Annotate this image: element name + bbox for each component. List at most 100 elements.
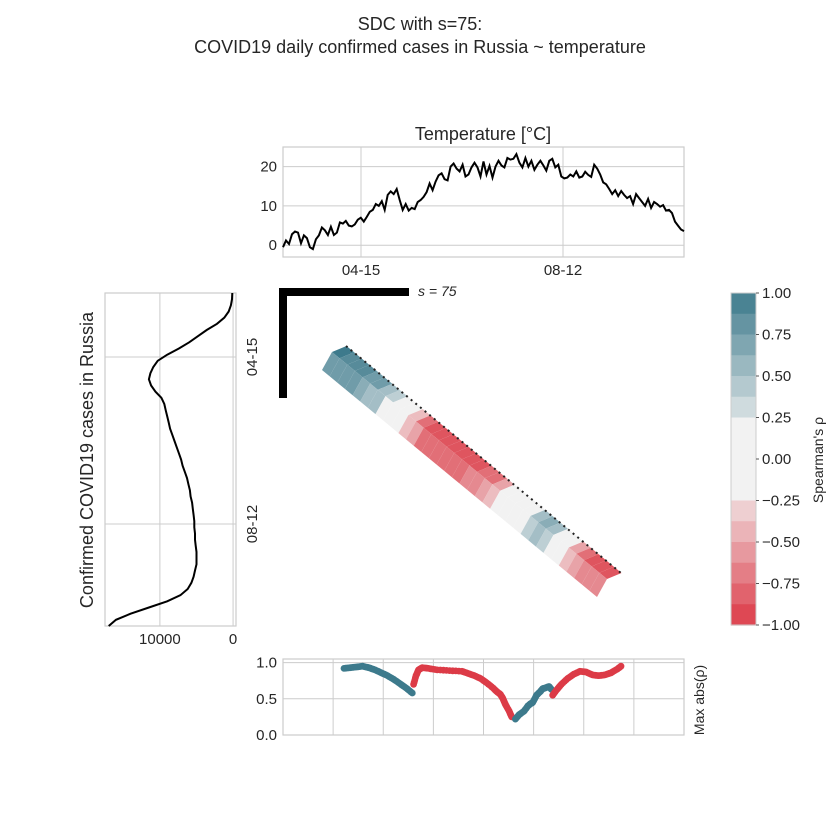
heatmap-cell <box>482 484 501 509</box>
window-size-bar-vertical <box>279 288 287 398</box>
colorbar-segment <box>731 376 756 398</box>
maxrho-y-tick-label: 0.0 <box>256 727 277 744</box>
heatmap-cell <box>535 528 554 553</box>
cases-x-tick-label: 0 <box>229 631 237 648</box>
heatmap-cell <box>545 522 568 535</box>
heatmap-cell <box>576 547 599 561</box>
cases-axis-label: Confirmed COVID19 cases in Russia <box>77 311 97 608</box>
colorbar-segment <box>731 479 756 502</box>
colorbar-tick-label: −0.75 <box>762 576 800 593</box>
heatmap-cell <box>416 415 439 428</box>
heatmap-cell <box>337 364 355 389</box>
temp-y-tick-label: 10 <box>260 198 277 215</box>
cases-y-tick-label: 08-12 <box>244 505 261 543</box>
figure-title-line1: SDC with s=75: <box>358 14 483 34</box>
cases-frame <box>104 292 237 627</box>
heatmap-cell <box>461 453 484 466</box>
heatmap-cell <box>360 383 378 408</box>
heatmap-cell <box>444 452 462 478</box>
heatmap-panel: s = 75 <box>279 283 622 597</box>
colorbar: Spearman's ρ 1.00 0.75 0.50 0.25 0.00 −0.25 −0… <box>730 285 826 634</box>
colorbar-segment <box>731 293 756 315</box>
heatmap-cell <box>497 497 516 522</box>
colorbar-tick-label: 0.25 <box>762 410 791 427</box>
heatmap-cell <box>553 528 576 542</box>
maxrho-frame <box>282 658 685 736</box>
temperature-title: Temperature [°C] <box>415 124 551 144</box>
colorbar-segment <box>731 396 756 419</box>
colorbar-tick-label: 0.50 <box>762 368 791 385</box>
maxrho-point <box>617 662 625 670</box>
temp-x-tick-label: 08-12 <box>544 262 582 279</box>
cases-x-tick-label: 10000 <box>139 631 181 648</box>
temp-y-tick-label: 0 <box>269 237 277 254</box>
heatmap-cell <box>329 358 348 383</box>
figure-title-line2: COVID19 daily confirmed cases in Russia … <box>194 37 646 57</box>
heatmap-cell <box>474 478 493 503</box>
heatmap-cell <box>423 421 446 434</box>
heatmap-cell <box>505 503 523 528</box>
heatmap-cell <box>421 434 439 459</box>
heatmap-cell <box>332 346 355 359</box>
colorbar-label: Spearman's ρ <box>810 417 826 503</box>
maxrho-y-tick-label: 1.0 <box>256 655 277 672</box>
cases-line <box>108 292 234 627</box>
colorbar-tick-label: −0.25 <box>762 493 800 510</box>
heatmap-cell <box>370 377 393 390</box>
colorbar-segment <box>731 355 756 377</box>
colorbar-segment <box>731 583 756 605</box>
colorbar-segment <box>731 313 756 336</box>
heatmap-cell <box>574 560 592 585</box>
heatmap-cell <box>500 484 523 497</box>
heatmap-cell <box>551 541 569 566</box>
heatmap-cell <box>383 402 401 427</box>
heatmap-cell <box>568 541 591 554</box>
cases-y-tick-label: 04-15 <box>244 338 261 376</box>
maxrho-y-tick-label: 0.5 <box>256 691 277 708</box>
heatmap-cell <box>393 396 416 409</box>
temp-y-tick-label: 20 <box>260 159 277 176</box>
colorbar-segment <box>731 562 756 585</box>
heatmap-cell <box>507 491 530 504</box>
temperature-line <box>282 151 685 251</box>
heatmap-cell <box>438 434 462 447</box>
colorbar-tick-label: −0.50 <box>762 534 800 551</box>
heatmap-cell <box>354 364 378 378</box>
heatmap-cell <box>566 553 585 579</box>
colorbar-segment <box>731 542 756 564</box>
heatmap-cell <box>589 572 607 597</box>
heatmap-cell <box>484 472 507 485</box>
temp-frame <box>282 146 685 258</box>
heatmap-cell <box>528 522 546 547</box>
heatmap-cell <box>347 358 370 371</box>
cases-panel: Confirmed COVID19 cases in Russia 10000 0… <box>77 292 261 648</box>
max-rho-axis-label: Max abs(ρ) <box>691 665 707 735</box>
colorbar-segment <box>731 604 756 626</box>
heatmap-cell <box>520 515 539 541</box>
colorbar-segment <box>731 438 756 460</box>
heatmap-cell <box>413 427 432 452</box>
heatmap-cell <box>446 440 469 453</box>
heatmap-cell <box>451 459 470 484</box>
heatmap-cell <box>367 389 386 415</box>
heatmap-cell <box>530 509 553 523</box>
heatmap-cell <box>390 408 409 434</box>
heatmap-cell <box>490 490 508 515</box>
heatmap-cell <box>352 377 371 402</box>
heatmap-cell <box>322 352 340 377</box>
heatmap-cell <box>436 446 455 471</box>
heatmap-cell <box>558 547 577 572</box>
heatmap-cell <box>467 471 485 497</box>
heatmap-cell <box>459 465 478 490</box>
colorbar-tick-label: −1.00 <box>762 617 800 634</box>
colorbar-segment <box>731 500 756 522</box>
heatmap-cell <box>469 459 492 472</box>
colorbar-tick-label: 0.00 <box>762 451 791 468</box>
colorbar-tick-label: 1.00 <box>762 285 791 302</box>
heatmap-cell <box>428 440 447 465</box>
temp-x-tick-label: 04-15 <box>342 262 380 279</box>
heatmap-cell <box>581 566 600 591</box>
colorbar-segment <box>731 334 756 356</box>
heatmap-cell <box>599 566 622 579</box>
